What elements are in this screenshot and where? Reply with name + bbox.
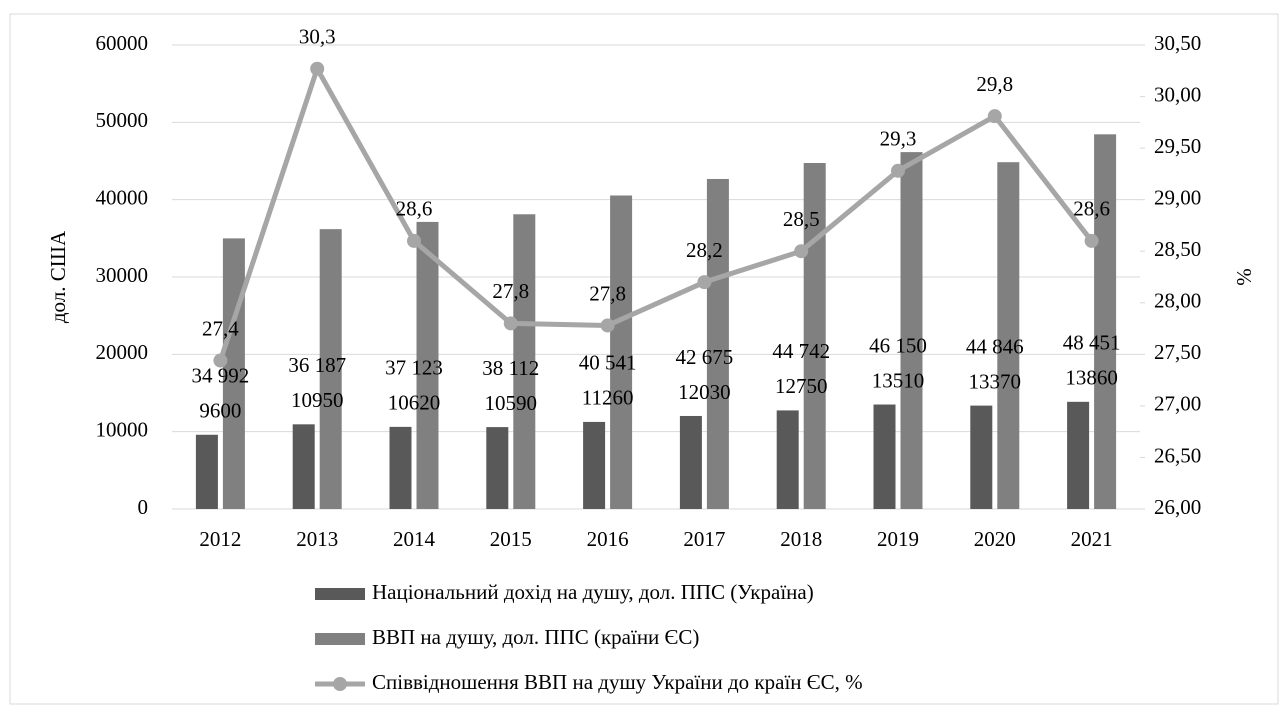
y2-tick-label: 28,50 [1154,237,1201,261]
data-label: 36 187 [288,353,346,377]
bar [389,426,412,509]
x-tick-label: 2021 [1071,527,1113,551]
data-label: 28,2 [686,238,723,262]
data-label: 34 992 [192,364,250,388]
x-tick-label: 2017 [683,527,725,551]
data-label: 13370 [969,369,1022,393]
y2-tick-label: 26,50 [1154,443,1201,467]
bar [513,214,536,509]
bar [997,162,1020,510]
y2-tick-label: 30,50 [1154,31,1201,55]
bar [416,221,439,509]
bar [970,405,993,509]
data-label: 12030 [678,380,731,404]
line-marker [1084,233,1099,248]
data-label: 27,8 [492,279,529,303]
y-tick-label: 20000 [96,340,149,364]
data-label: 27,4 [202,316,239,340]
data-label: 30,3 [299,25,336,49]
legend-label: ВВП на душу, дол. ППС (країни ЄС) [372,625,699,649]
bar [776,410,799,509]
data-label: 46 150 [869,333,927,357]
y2-tick-label: 30,00 [1154,82,1201,106]
bar [583,421,606,509]
bar [1094,134,1117,510]
bar [679,415,702,509]
legend-label: Національний дохід на душу, дол. ППС (Ук… [372,580,814,604]
data-label: 13510 [872,368,925,392]
data-label: 38 112 [482,356,539,380]
line-marker [891,163,905,178]
x-tick-label: 2015 [490,527,532,551]
bar [803,162,826,510]
y-tick-label: 50000 [96,108,149,132]
legend-swatch [315,633,365,645]
y-tick-label: 40000 [96,185,149,209]
line [218,66,1094,362]
y2-tick-label: 27,50 [1154,340,1201,364]
data-label: 48 451 [1063,331,1121,355]
data-label: 13860 [1065,366,1118,390]
data-label: 29,3 [880,127,917,151]
legend-swatch [315,588,365,600]
data-label: 10950 [291,388,344,412]
bar [319,229,342,509]
line-marker [310,61,325,76]
x-tick-label: 2016 [587,527,629,551]
line-marker [600,318,615,333]
legend-swatch-marker [333,677,347,691]
data-label: 37 123 [385,356,443,380]
legend-label: Співвідношення ВВП на душу України до кр… [372,670,863,694]
x-tick-label: 2019 [877,527,919,551]
y2-tick-label: 28,00 [1154,289,1201,313]
y-tick-label: 10000 [96,417,149,441]
data-label: 44 742 [772,339,830,363]
y-tick-label: 30000 [96,263,149,287]
line-marker [987,109,1002,124]
bar [610,195,633,509]
data-label: 44 846 [966,334,1024,358]
line-marker [213,353,228,368]
bar [900,152,923,509]
bar [706,178,729,510]
line-marker [697,275,712,290]
bar [873,404,896,509]
data-label: 40 541 [579,351,637,375]
data-label: 28,5 [783,207,820,231]
y-tick-label: 60000 [96,31,149,55]
y2-tick-label: 29,00 [1154,185,1201,209]
x-tick-label: 2012 [199,527,241,551]
data-label: 27,8 [589,281,626,305]
x-tick-label: 2014 [393,527,436,551]
data-label: 29,8 [976,72,1013,96]
y-axis-label: дол. США [46,230,70,323]
y2-tick-label: 29,50 [1154,134,1201,158]
data-label: 11260 [582,386,634,410]
data-label: 28,6 [1073,197,1110,221]
bar [1067,401,1090,509]
line-marker [407,233,421,248]
data-label: 12750 [775,374,828,398]
line-marker [503,316,518,331]
y-tick-label: 0 [138,495,149,519]
data-label: 28,6 [396,197,433,221]
y2-tick-label: 27,00 [1154,392,1201,416]
x-tick-label: 2013 [296,527,338,551]
x-tick-label: 2018 [780,527,822,551]
line-marker [794,244,809,259]
data-label: 10620 [388,391,441,415]
x-tick-label: 2020 [974,527,1016,551]
data-label: 10590 [485,391,538,415]
bar [292,424,315,509]
y2-tick-label: 26,00 [1154,495,1201,519]
data-label: 9600 [199,399,241,423]
bar [195,434,218,509]
y2-axis-label: % [1232,268,1256,286]
data-label: 42 675 [676,345,734,369]
bar [486,427,509,509]
